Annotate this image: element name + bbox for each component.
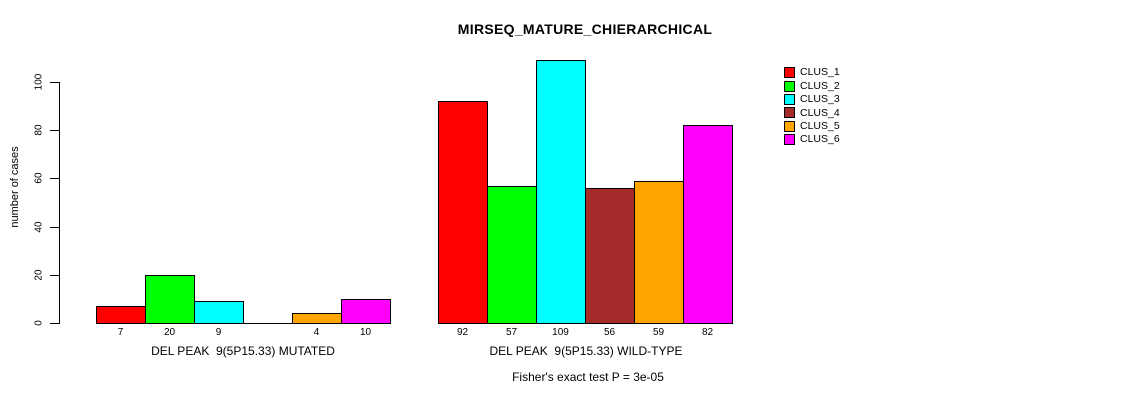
legend-swatch-clus_4 xyxy=(784,107,795,119)
bar-value-label: 7 xyxy=(117,327,124,338)
bar-clus_6-group2 xyxy=(683,125,733,324)
legend: CLUS_1 CLUS_2 CLUS_3 CLUS_4 CLUS_5 CLUS_6 xyxy=(784,66,840,146)
bar-clus_6-group1 xyxy=(341,299,391,324)
bar-value-label: 56 xyxy=(603,327,616,338)
bar-value-label: 109 xyxy=(552,327,569,338)
y-tick xyxy=(50,274,59,276)
bar-value-label: 57 xyxy=(505,327,518,338)
bar-value-label: 9 xyxy=(215,327,222,338)
legend-swatch-clus_6 xyxy=(784,134,795,146)
y-tick-label: 80 xyxy=(33,124,45,136)
y-tick xyxy=(50,178,59,180)
legend-label: CLUS_4 xyxy=(800,106,840,119)
y-axis-label: number of cases xyxy=(9,146,21,228)
bar-clus_3-group2 xyxy=(536,60,586,324)
legend-item-clus_1: CLUS_1 xyxy=(784,66,840,79)
legend-item-clus_4: CLUS_4 xyxy=(784,106,840,119)
bar-clus_1-group1 xyxy=(96,306,146,324)
legend-item-clus_5: CLUS_5 xyxy=(784,120,840,133)
x-group-label-mutated: DEL PEAK 9(5P15.33) MUTATED xyxy=(151,344,335,358)
legend-item-clus_3: CLUS_3 xyxy=(784,93,840,106)
bar-value-label: 82 xyxy=(701,327,714,338)
legend-label: CLUS_3 xyxy=(800,93,840,106)
y-tick xyxy=(50,226,59,228)
y-axis-line xyxy=(59,82,60,324)
y-tick-label: 0 xyxy=(33,320,45,326)
legend-swatch-clus_5 xyxy=(784,120,795,132)
legend-swatch-clus_1 xyxy=(784,67,795,79)
y-tick-label: 60 xyxy=(33,172,45,184)
legend-item-clus_2: CLUS_2 xyxy=(784,79,840,92)
legend-label: CLUS_6 xyxy=(800,133,840,146)
legend-swatch-clus_3 xyxy=(784,93,795,105)
bar-clus_2-group2 xyxy=(487,186,537,324)
bar-value-label: 10 xyxy=(359,327,372,338)
bar-clus_4-group1-zero xyxy=(243,323,293,324)
y-tick-label: 20 xyxy=(33,269,45,281)
bar-clus_5-group2 xyxy=(634,181,684,324)
y-tick xyxy=(50,323,59,324)
legend-label: CLUS_2 xyxy=(800,79,840,92)
bar-value-label: 59 xyxy=(652,327,665,338)
y-tick-label: 100 xyxy=(33,73,45,91)
bar-value-label: 4 xyxy=(313,327,320,338)
bar-clus_5-group1 xyxy=(292,313,342,324)
bar-clus_3-group1 xyxy=(194,301,244,324)
legend-swatch-clus_2 xyxy=(784,80,795,92)
legend-item-clus_6: CLUS_6 xyxy=(784,133,840,146)
legend-label: CLUS_1 xyxy=(800,66,840,79)
y-tick xyxy=(50,130,59,132)
bar-clus_2-group1 xyxy=(145,275,195,324)
fisher-test-annotation: Fisher's exact test P = 3e-05 xyxy=(512,370,664,384)
legend-label: CLUS_5 xyxy=(800,120,840,132)
bar-clus_4-group2 xyxy=(585,188,635,324)
chart-title: MIRSEQ_MATURE_CHIERARCHICAL xyxy=(457,21,713,37)
y-tick xyxy=(50,82,59,83)
y-tick-label: 40 xyxy=(33,221,45,233)
bar-value-label: 92 xyxy=(456,327,469,338)
bar-value-label: 20 xyxy=(163,327,176,338)
x-group-label-wild-type: DEL PEAK 9(5P15.33) WILD-TYPE xyxy=(489,344,683,358)
bar-clus_1-group2 xyxy=(438,101,488,324)
